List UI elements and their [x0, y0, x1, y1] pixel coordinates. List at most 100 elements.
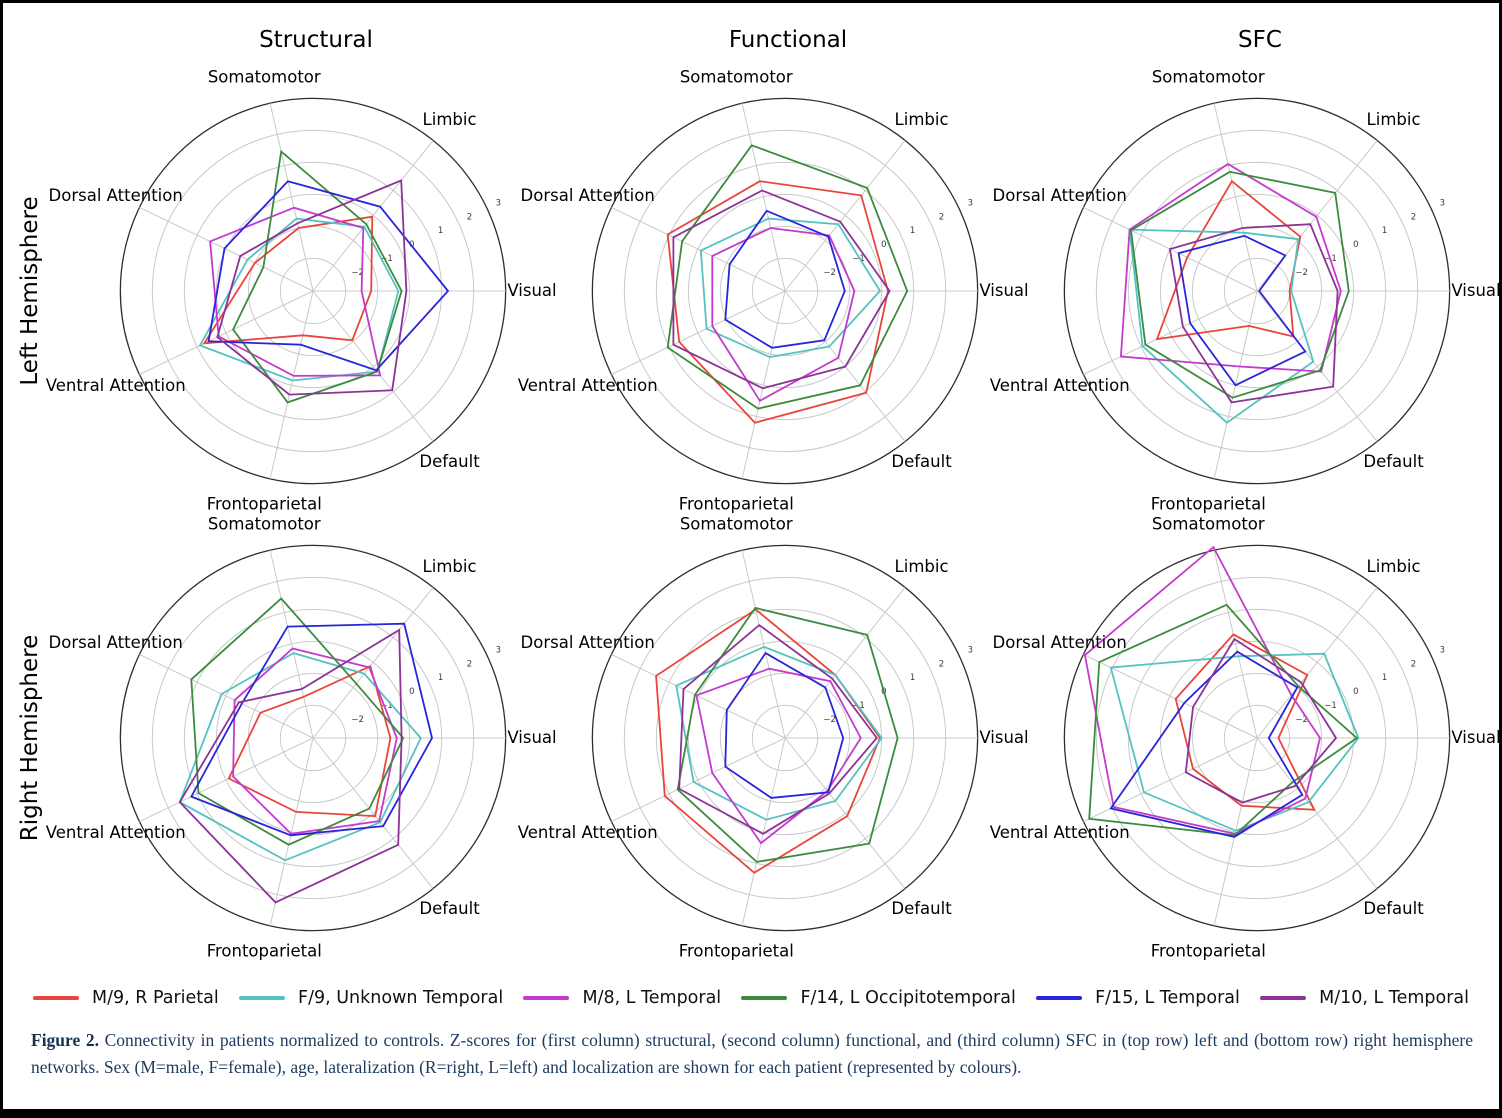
radar-series-f-14-l-occipitotemporal — [666, 144, 909, 410]
radar-series-m-10-l-temporal — [678, 623, 878, 835]
radial-tick-label: 1 — [438, 226, 443, 236]
axis-label-somatomotor: Somatomotor — [208, 67, 321, 86]
legend-swatch-teal — [239, 996, 286, 1000]
legend-item-m9-r-parietal: M/9, R Parietal — [33, 988, 219, 1008]
radar-series-m-10-l-temporal — [178, 628, 403, 904]
radial-tick-label: 2 — [939, 212, 944, 222]
radar-chart-functional-right: −2 −1 0 1 2 3 Visual Limbic Somatomotor Dorsal At… — [518, 511, 1029, 967]
radar-series-m-8-l-temporal — [711, 227, 856, 402]
legend-item-f15-l-temporal: F/15, L Temporal — [1036, 988, 1240, 1008]
axis-label-visual: Visual — [1451, 281, 1500, 300]
radar-series-f-15-l-temporal — [190, 622, 433, 837]
radial-tick-label: 1 — [1382, 673, 1387, 683]
spoke-line — [741, 737, 786, 926]
axis-label-dorsal-attention: Dorsal Attention — [49, 186, 183, 205]
radar-chart-functional-left: −2 −1 0 1 2 3 Visual Limbic Somatomotor Dorsal At… — [518, 64, 1029, 520]
radar-series-f-15-l-temporal — [1177, 234, 1307, 387]
spoke-line — [312, 587, 434, 739]
radial-tick-label: 2 — [467, 659, 472, 669]
column-title-sfc: SFC — [1238, 27, 1282, 53]
spoke-line — [312, 737, 434, 889]
radar-series-f-14-l-occipitotemporal — [1130, 170, 1350, 399]
axis-label-somatomotor: Somatomotor — [1152, 514, 1265, 533]
spoke-line — [1256, 290, 1378, 442]
radial-tick-label: 0 — [409, 687, 414, 697]
radial-tick-label: −1 — [380, 254, 393, 264]
radar-series-f-15-l-temporal — [207, 180, 450, 372]
legend-label: M/10, L Temporal — [1319, 988, 1469, 1008]
spoke-line — [1213, 550, 1258, 739]
spoke-line — [269, 103, 314, 292]
spoke-line — [784, 587, 906, 739]
radial-tick-label: −2 — [1295, 715, 1308, 725]
axis-label-dorsal-attention: Dorsal Attention — [993, 186, 1127, 205]
figure-caption: Figure 2. Connectivity in patients norma… — [31, 1027, 1473, 1080]
axis-label-somatomotor: Somatomotor — [680, 67, 793, 86]
axis-label-ventral-attention: Ventral Attention — [46, 376, 186, 395]
caption-figure-number: Figure 2. — [31, 1030, 99, 1050]
spoke-line — [611, 737, 786, 823]
legend-swatch-red — [33, 996, 79, 1000]
axis-label-default: Default — [891, 899, 952, 918]
spoke-line — [269, 290, 314, 479]
spoke-line — [139, 653, 314, 739]
axis-label-limbic: Limbic — [895, 557, 949, 576]
radial-tick-label: −1 — [852, 254, 865, 264]
spoke-line — [1083, 290, 1258, 376]
axis-label-visual: Visual — [979, 728, 1028, 747]
spoke-line — [269, 737, 314, 926]
legend-item-m10-l-temporal: M/10, L Temporal — [1260, 988, 1469, 1008]
axis-label-limbic: Limbic — [423, 557, 477, 576]
spoke-line — [1213, 103, 1258, 292]
axis-label-ventral-attention: Ventral Attention — [46, 823, 186, 842]
radar-series-m-10-l-temporal — [1168, 223, 1339, 404]
legend-label: F/14, L Occipitotemporal — [800, 988, 1016, 1008]
axis-label-ventral-attention: Ventral Attention — [990, 376, 1130, 395]
legend: M/9, R Parietal F/9, Unknown Temporal M/… — [3, 977, 1499, 1019]
axis-label-limbic: Limbic — [1367, 557, 1421, 576]
radar-series-m-8-l-temporal — [1119, 162, 1342, 373]
axis-label-frontoparietal: Frontoparietal — [679, 942, 794, 961]
radial-tick-label: 3 — [968, 645, 973, 655]
axis-label-default: Default — [1363, 452, 1424, 471]
radar-svg-sfc-right: −2 −1 0 1 2 3 Visual Limbic Somatomotor Dorsal At… — [990, 514, 1499, 960]
spoke-line — [611, 206, 786, 292]
legend-label: F/9, Unknown Temporal — [298, 988, 504, 1008]
spoke-line — [1256, 587, 1378, 739]
axis-label-default: Default — [1363, 899, 1424, 918]
axis-label-default: Default — [891, 452, 952, 471]
radial-tick-label: 3 — [496, 645, 501, 655]
radar-series-f-9-unknown-temporal — [675, 645, 883, 821]
spoke-line — [1083, 737, 1258, 823]
axis-label-ventral-attention: Ventral Attention — [518, 376, 658, 395]
radial-tick-label: 3 — [1440, 645, 1445, 655]
axis-label-limbic: Limbic — [1367, 110, 1421, 129]
column-title-structural: Structural — [259, 27, 373, 53]
radar-svg-functional-left: −2 −1 0 1 2 3 Visual Limbic Somatomotor Dorsal At… — [518, 67, 1029, 514]
radar-series-m-10-l-temporal — [672, 189, 891, 390]
axis-label-frontoparietal: Frontoparietal — [207, 495, 322, 514]
spoke-line — [611, 653, 786, 739]
spoke-line — [312, 290, 434, 442]
spoke-line — [1083, 653, 1258, 739]
radar-series-m-9-r-parietal — [1174, 633, 1316, 811]
radial-tick-label: 1 — [438, 673, 443, 683]
axis-label-dorsal-attention: Dorsal Attention — [521, 633, 655, 652]
column-title-functional: Functional — [728, 27, 848, 53]
legend-swatch-green — [741, 996, 788, 1000]
axis-label-frontoparietal: Frontoparietal — [679, 495, 794, 514]
legend-swatch-blue — [1036, 996, 1083, 1000]
spoke-line — [741, 290, 786, 479]
radar-series-f-15-l-temporal — [724, 651, 845, 799]
axis-label-dorsal-attention: Dorsal Attention — [521, 186, 655, 205]
radial-tick-label: 1 — [910, 226, 915, 236]
caption-text: Connectivity in patients normalized to c… — [31, 1030, 1473, 1077]
legend-label: M/8, L Temporal — [582, 988, 722, 1008]
radial-tick-label: 2 — [1411, 212, 1416, 222]
radial-tick-label: 1 — [910, 673, 915, 683]
radial-tick-label: 2 — [939, 659, 944, 669]
radial-tick-label: 0 — [1353, 240, 1358, 250]
radial-tick-label: −1 — [1324, 701, 1337, 711]
